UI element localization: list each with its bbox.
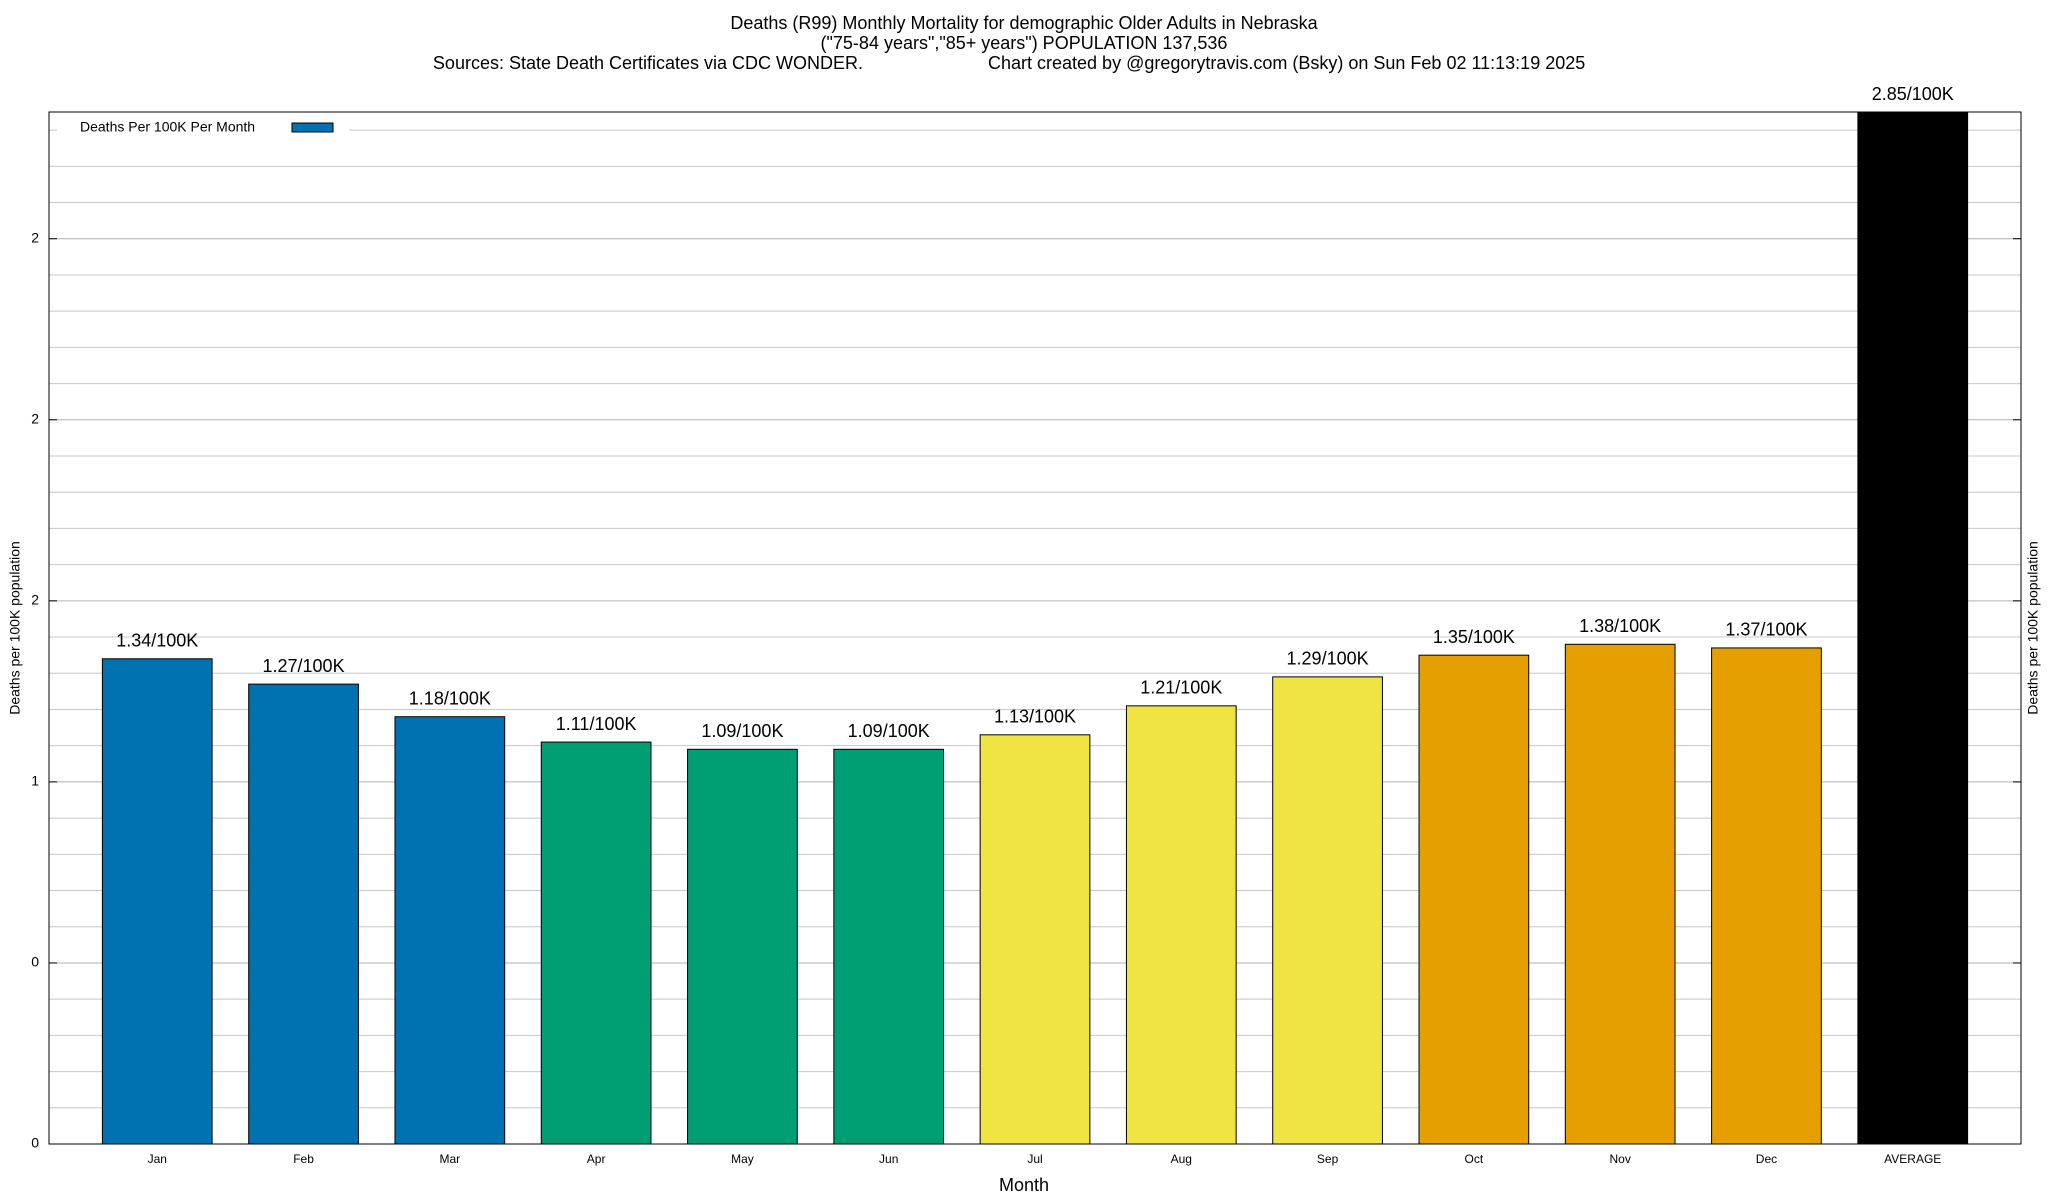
y-tick-label: 1 [31, 773, 39, 789]
value-label: 1.09/100K [848, 721, 930, 741]
x-tick-label: Oct [1465, 1152, 1484, 1166]
bar [687, 748, 798, 1145]
value-label: 1.35/100K [1433, 627, 1515, 647]
x-tick-label: Jul [1027, 1152, 1042, 1166]
x-tick-label: Mar [440, 1152, 461, 1166]
x-tick-label: Jun [879, 1152, 898, 1166]
value-label: 1.09/100K [701, 721, 783, 741]
value-label: 1.21/100K [1140, 678, 1222, 698]
value-label: 1.18/100K [409, 688, 491, 708]
value-label: 1.11/100K [556, 714, 637, 734]
x-tick-label: Jan [148, 1152, 167, 1166]
bar [1125, 705, 1237, 1145]
legend-swatch [291, 122, 334, 133]
bar [833, 748, 945, 1145]
y2-axis-label: Deaths per 100K population [2025, 541, 2041, 715]
x-tick-label: Sep [1317, 1152, 1339, 1166]
x-tick-label: Aug [1171, 1152, 1192, 1166]
bar [1418, 654, 1530, 1145]
x-tick-label: AVERAGE [1884, 1152, 1941, 1166]
bar [979, 734, 1091, 1145]
y-tick-label: 2 [31, 410, 39, 426]
x-tick-label: May [731, 1152, 754, 1166]
bar [101, 658, 213, 1145]
legend-box [57, 116, 349, 138]
bar [1272, 676, 1383, 1145]
credit: Chart created by @gregorytravis.com (Bsk… [988, 53, 1585, 73]
x-tick-label: Nov [1609, 1152, 1630, 1166]
y-axis-label: Deaths per 100K population [7, 541, 23, 715]
y-tick-label: 0 [31, 1135, 39, 1151]
value-label: 2.85/100K [1872, 84, 1954, 104]
legend-label: Deaths Per 100K Per Month [80, 119, 255, 135]
value-label: 1.29/100K [1287, 649, 1369, 669]
x-axis-label: Month [999, 1175, 1049, 1195]
bar [1711, 647, 1822, 1145]
bar [540, 741, 652, 1145]
source: Sources: State Death Certificates via CD… [433, 53, 863, 73]
x-tick-label: Dec [1756, 1152, 1777, 1166]
y-tick-label: 2 [31, 592, 39, 608]
x-tick-label: Feb [293, 1152, 314, 1166]
value-label: 1.27/100K [263, 656, 345, 676]
y-tick-label: 2 [31, 229, 39, 245]
bar [1857, 111, 1969, 1145]
bar [394, 716, 506, 1145]
chart-title: Deaths (R99) Monthly Mortality for demog… [730, 13, 1318, 33]
value-label: 1.38/100K [1579, 616, 1661, 636]
bar [248, 683, 359, 1145]
plot-frame [48, 111, 2022, 1145]
bar [1564, 643, 1676, 1145]
y-tick-label: 0 [31, 954, 39, 970]
value-label: 1.34/100K [116, 631, 198, 651]
value-label: 1.37/100K [1725, 620, 1807, 640]
x-tick-label: Apr [587, 1152, 606, 1166]
chart-subtitle: ("75-84 years","85+ years") POPULATION 1… [821, 33, 1228, 53]
value-label: 1.13/100K [994, 707, 1076, 727]
